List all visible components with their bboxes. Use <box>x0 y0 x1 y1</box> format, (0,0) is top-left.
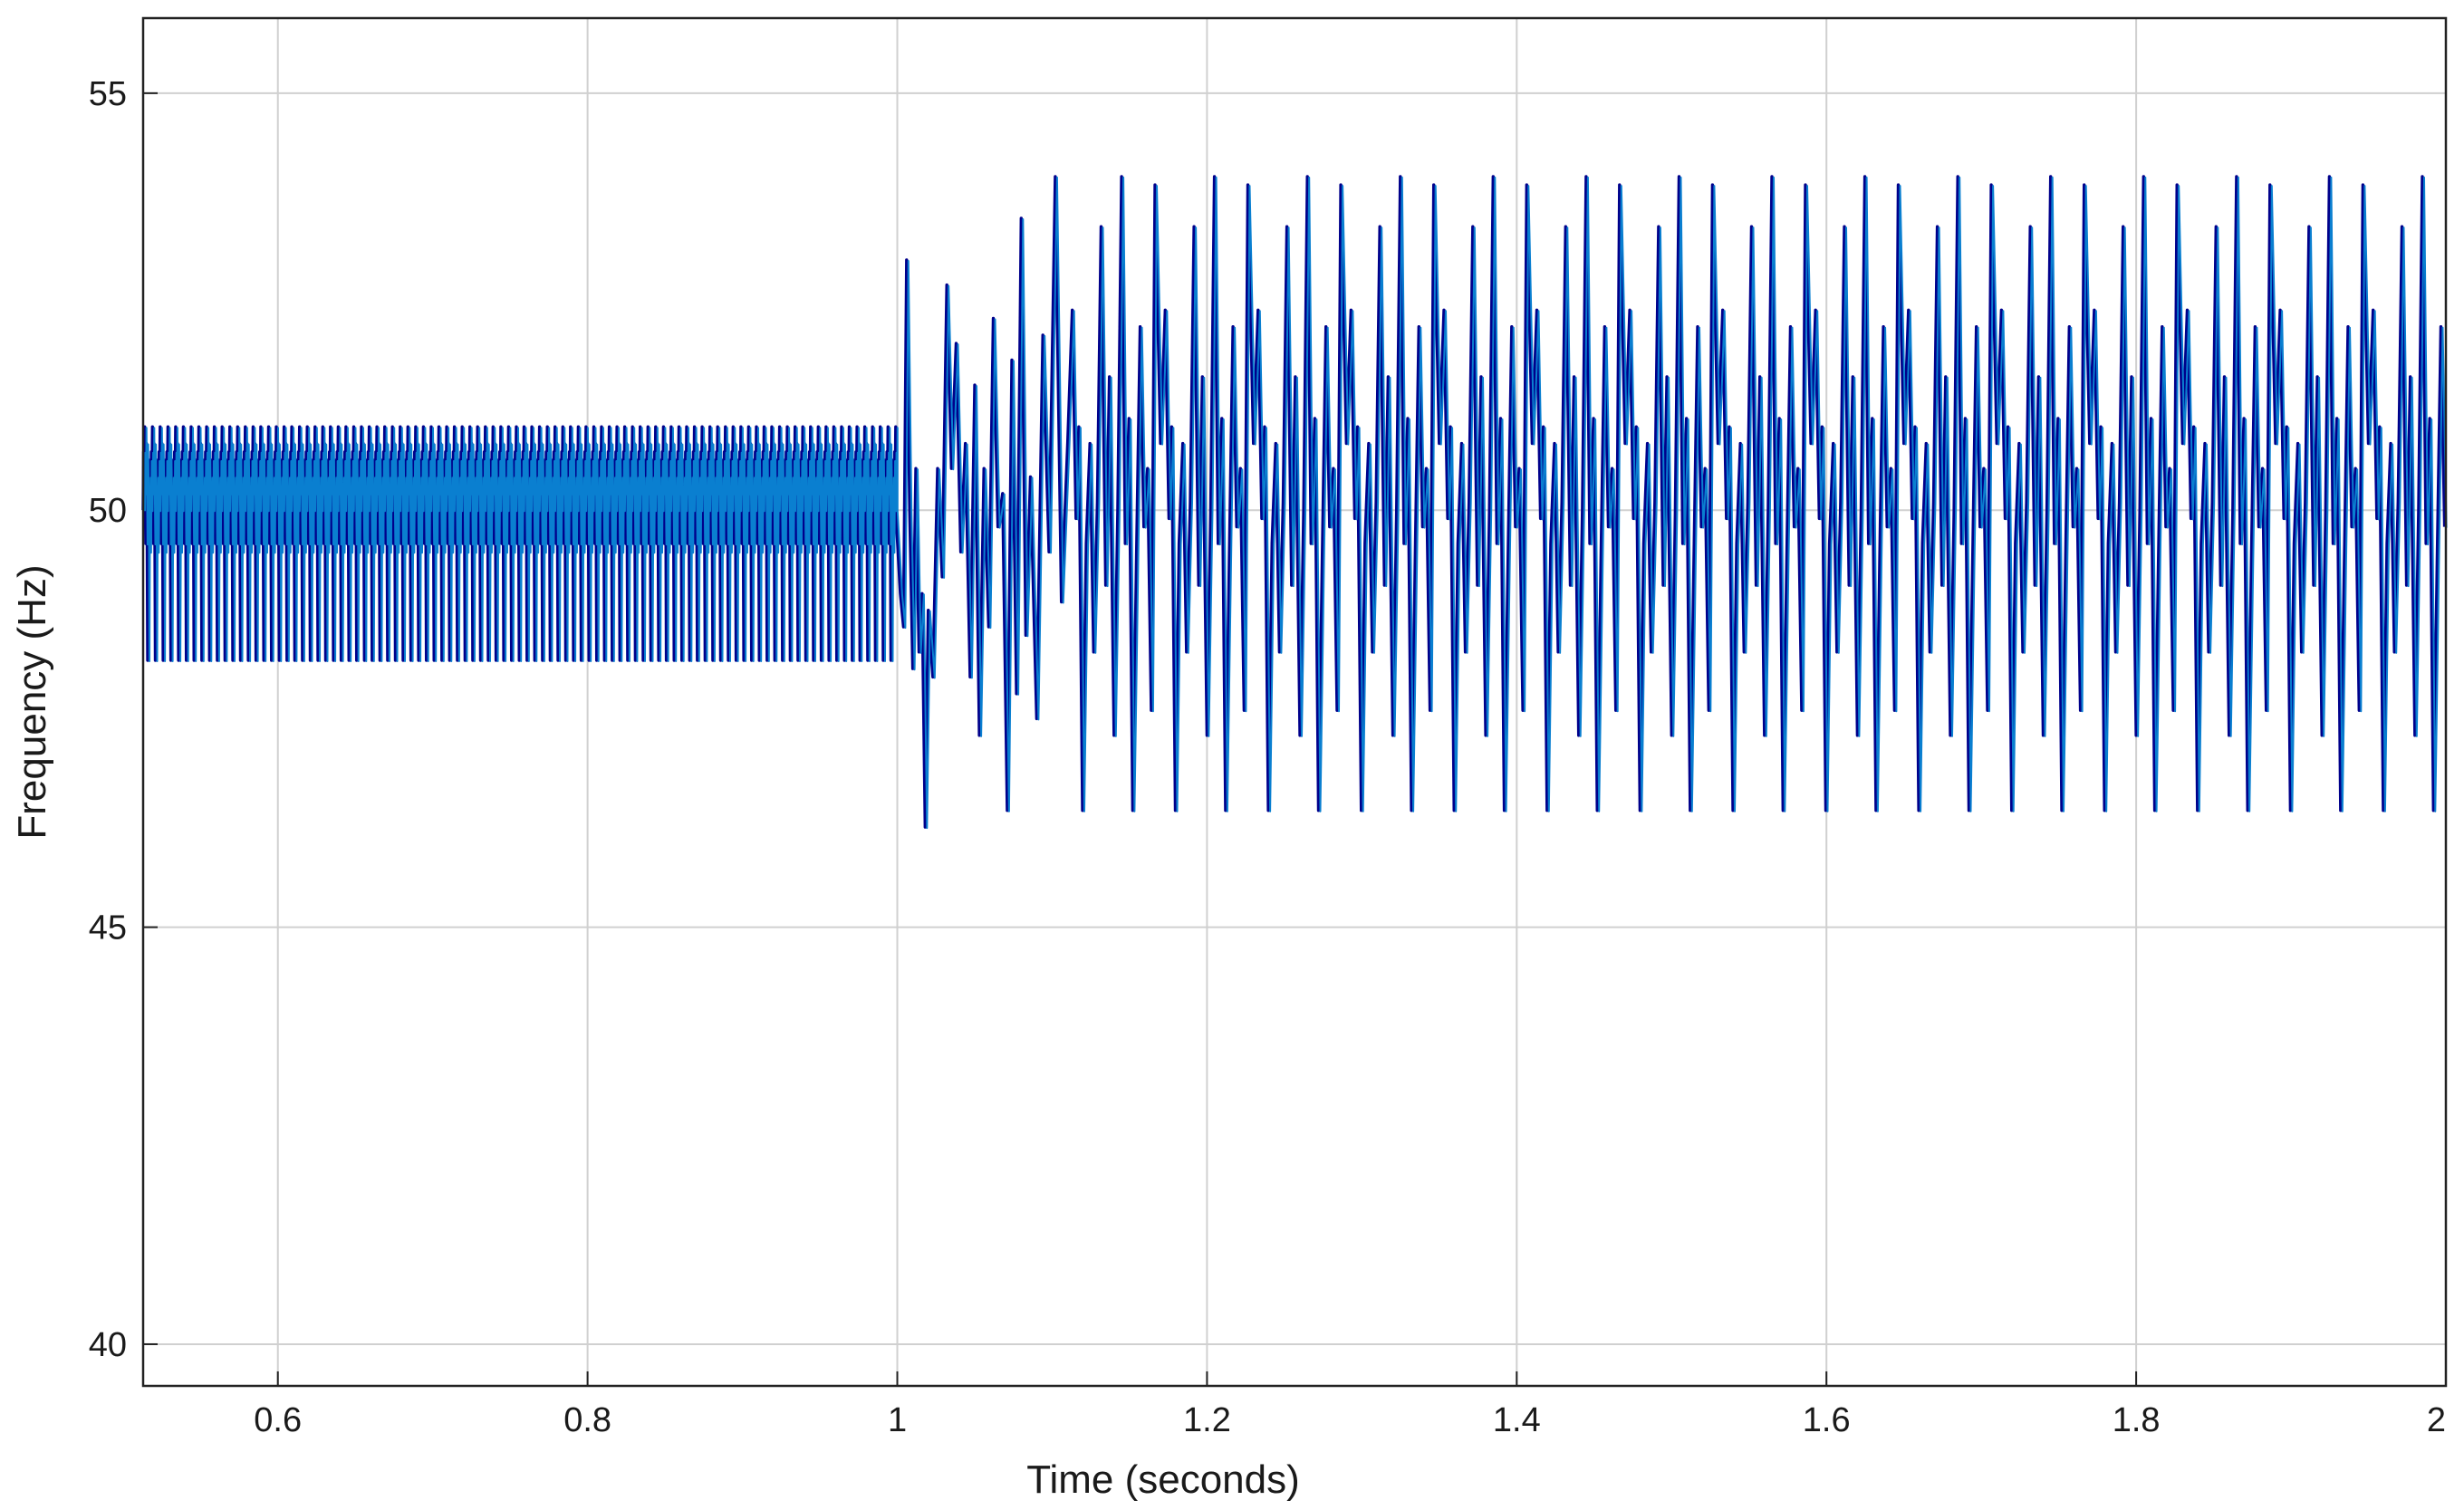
y-tick-label: 55 <box>89 75 127 113</box>
y-tick-label: 50 <box>89 492 127 530</box>
plot-frame <box>141 16 2448 1388</box>
x-tick-label: 1.6 <box>1803 1401 1851 1439</box>
plot-background <box>143 18 2446 1386</box>
x-tick-label: 1.2 <box>1183 1401 1231 1439</box>
x-tick-label: 0.8 <box>563 1401 611 1439</box>
plot-lines <box>141 175 2448 830</box>
x-tick-label: 0.6 <box>254 1401 302 1439</box>
x-tick-label: 1.8 <box>2113 1401 2161 1439</box>
x-axis-label: Time (seconds) <box>1026 1457 1300 1502</box>
y-tick-label: 40 <box>89 1326 127 1364</box>
y-tick-labels: 40 45 50 55 <box>89 75 127 1364</box>
y-axis-label: Frequency (Hz) <box>10 564 54 839</box>
x-tick-label: 1 <box>888 1401 907 1439</box>
x-tick-labels: 0.6 0.8 1 1.2 1.4 1.6 1.8 2 <box>254 1401 2446 1439</box>
x-tick-label: 2 <box>2427 1401 2446 1439</box>
x-tick-label: 1.4 <box>1493 1401 1541 1439</box>
frequency-series-line <box>144 176 2448 830</box>
y-tick-label: 45 <box>89 909 127 947</box>
